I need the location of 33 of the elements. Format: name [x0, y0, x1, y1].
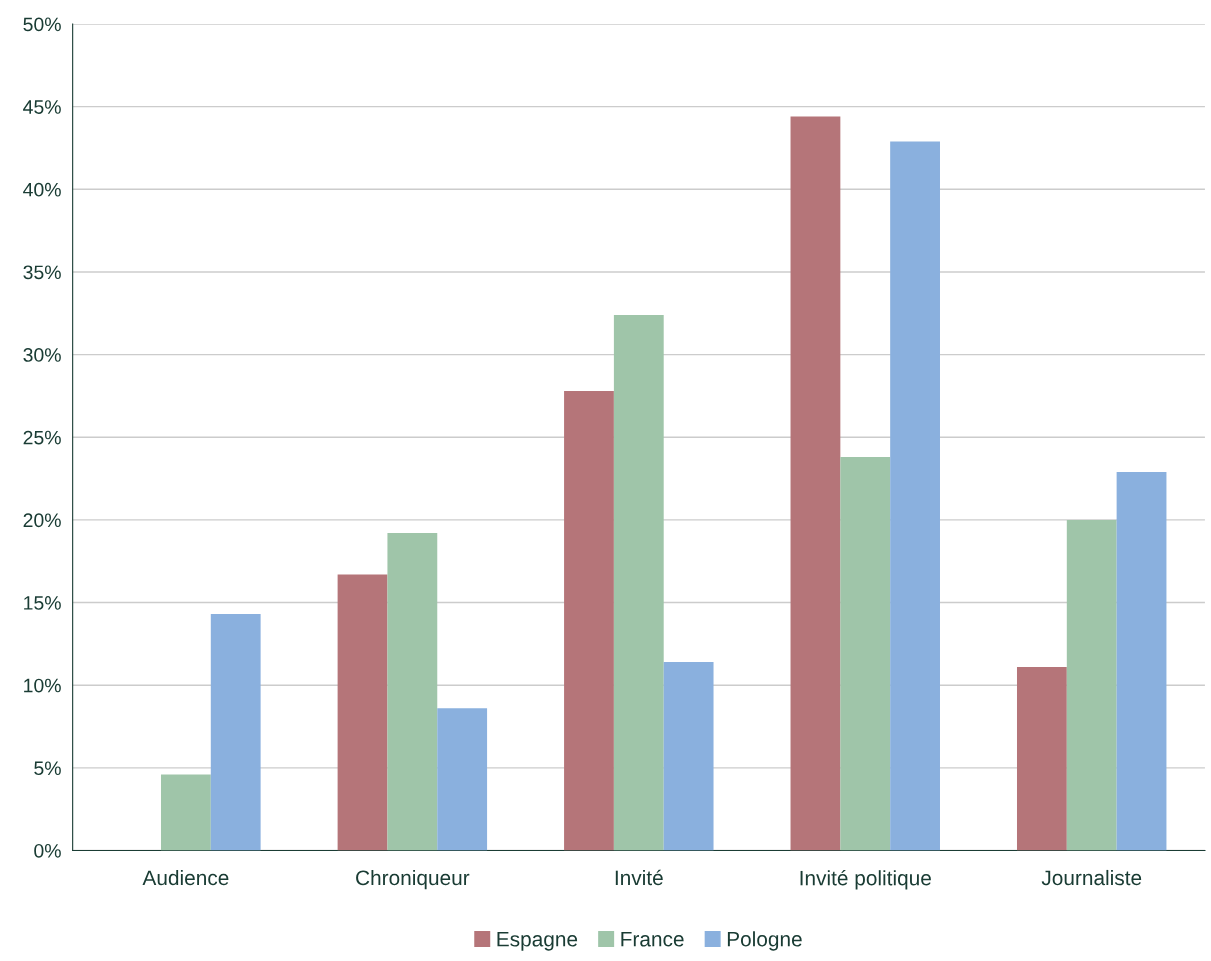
y-tick-label: 25%	[23, 430, 61, 445]
bar	[210, 614, 261, 851]
x-tick-label: Invité politique	[800, 869, 931, 890]
legend-label: Espagne	[497, 931, 578, 951]
bar	[437, 708, 488, 851]
y-tick-label: 5%	[34, 761, 61, 776]
bar	[564, 390, 614, 851]
legend-label: France	[621, 931, 684, 947]
x-tick-label: Invité	[615, 869, 663, 886]
bar	[790, 116, 841, 851]
x-tick-label: Chroniqueur	[356, 869, 470, 890]
bar	[337, 574, 388, 851]
y-tick-label: 40%	[23, 182, 61, 197]
legend-label: Pologne	[727, 931, 802, 951]
bar	[1016, 667, 1067, 851]
bar	[613, 314, 664, 851]
bar	[387, 533, 438, 851]
y-tick-label: 20%	[23, 513, 61, 528]
y-tick-label: 30%	[23, 348, 61, 362]
x-tick-label: Audience	[142, 869, 229, 886]
y-tick-label: 10%	[24, 678, 61, 693]
y-tick-label: 0%	[34, 843, 61, 858]
x-tick-label: Journaliste	[1041, 869, 1142, 886]
bar	[160, 774, 211, 851]
y-tick-label: 45%	[23, 100, 61, 114]
y-tick-label: 15%	[24, 596, 61, 610]
bar	[663, 662, 714, 851]
bar	[1116, 471, 1167, 851]
bar	[1066, 519, 1117, 851]
bar	[890, 141, 940, 851]
y-tick-label: 50%	[23, 17, 61, 32]
y-tick-label: 35%	[23, 265, 61, 280]
bar	[840, 457, 891, 851]
